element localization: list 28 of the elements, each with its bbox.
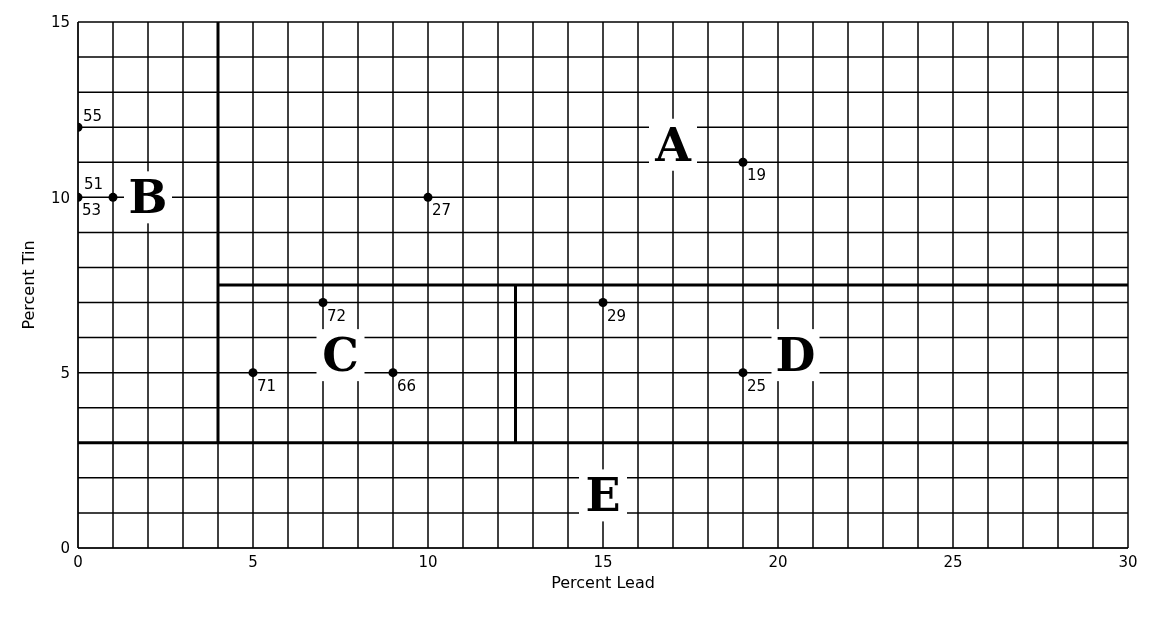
- annotation: C: [322, 328, 359, 383]
- x-tick-label: 15: [593, 552, 613, 571]
- x-tick-label: 25: [943, 552, 963, 571]
- x-axis-title: Percent Lead: [551, 573, 655, 592]
- x-tick-label: 5: [248, 552, 258, 571]
- y-tick-label: 10: [50, 188, 70, 207]
- y-tick-label: 5: [60, 363, 70, 382]
- y-tick-label: 15: [50, 13, 70, 32]
- annotation: B: [128, 170, 168, 225]
- x-tick-label: 10: [418, 552, 438, 571]
- annotation: 25: [747, 376, 767, 395]
- annotation: 66: [397, 376, 417, 395]
- annotation: 19: [747, 166, 767, 185]
- annotation: 71: [257, 376, 277, 395]
- annotation: 29: [607, 306, 627, 325]
- annotation: E: [585, 468, 621, 523]
- annotation: 72: [327, 306, 347, 325]
- y-tick-label: 0: [60, 539, 70, 558]
- annotation: 55: [83, 107, 103, 126]
- annotation: A: [654, 117, 693, 172]
- x-tick-label: 0: [73, 552, 83, 571]
- x-tick-label: 20: [768, 552, 788, 571]
- y-axis-title: Percent Tin: [18, 240, 38, 330]
- annotation: 27: [432, 201, 452, 220]
- annotation: 53: [82, 201, 102, 220]
- x-tick-label: 30: [1118, 552, 1138, 571]
- annotation: 51: [83, 175, 103, 194]
- annotation: D: [775, 328, 816, 383]
